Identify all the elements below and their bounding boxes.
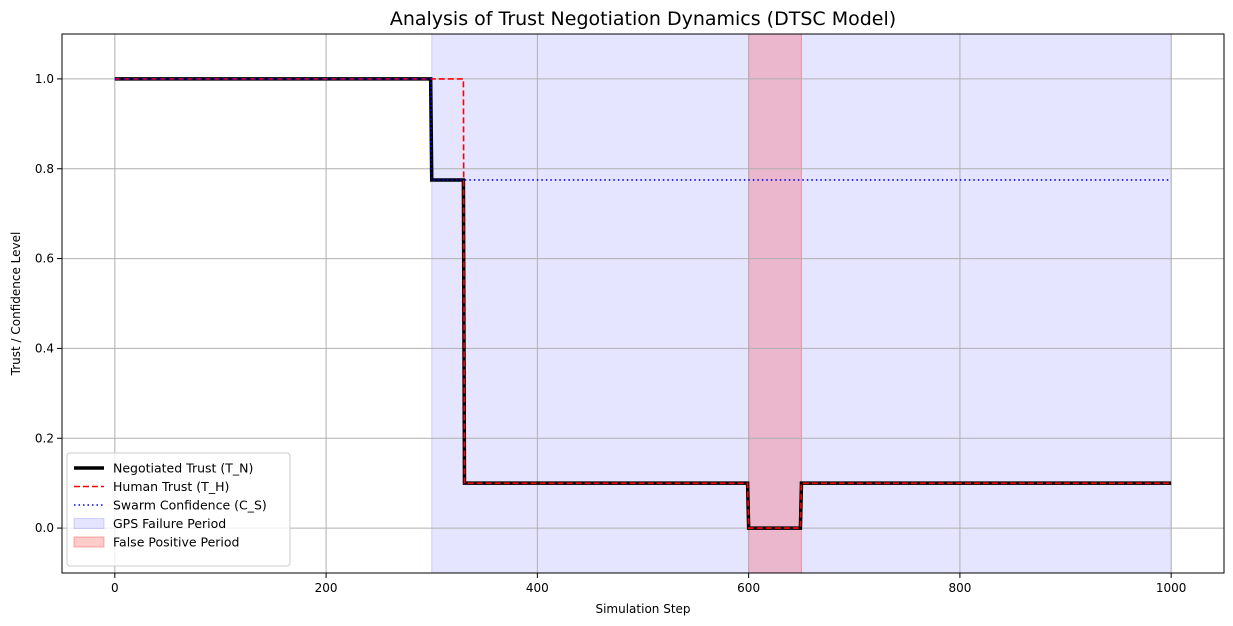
legend: Negotiated Trust (T_N) Human Trust (T_H) S…: [66, 452, 291, 567]
x-axis-label: Simulation Step: [595, 602, 690, 616]
legend-box: [66, 452, 291, 567]
y-tick-label: 0.2: [35, 431, 54, 445]
series-line-3: [114, 78, 1172, 181]
x-tick-label: 800: [948, 581, 971, 595]
x-axis-ticks: 0 200 400 600 800 1000: [111, 573, 1186, 595]
x-tick-label: 600: [737, 581, 760, 595]
x-tick-label: 1000: [1156, 581, 1187, 595]
chart-title: Analysis of Trust Negotiation Dynamics (…: [390, 8, 896, 30]
legend-entry-label: Swarm Confidence (C_S): [113, 498, 267, 513]
y-tick-label: 0.0: [35, 521, 54, 535]
y-tick-label: 1.0: [35, 72, 54, 86]
legend-swatch-patch: [73, 518, 105, 529]
plot-frame: [61, 33, 1225, 574]
legend-swatch-patch: [73, 536, 105, 548]
x-tick-label: 0: [111, 581, 119, 595]
legend-entry-label: GPS Failure Period: [113, 516, 226, 531]
legend-entry-label: Human Trust (T_H): [113, 479, 229, 494]
x-tick-label: 400: [526, 581, 549, 595]
legend-entry-label: Negotiated Trust (T_N): [113, 461, 253, 476]
y-axis-ticks: 0.0 0.2 0.4 0.6 0.8 1.0: [35, 72, 62, 535]
x-tick-label: 200: [315, 581, 338, 595]
series-lines: [114, 77, 1172, 530]
y-tick-label: 0.4: [35, 341, 54, 355]
shaded-region-1: [748, 33, 802, 574]
series-line-2: [114, 78, 1172, 529]
y-tick-label: 0.6: [35, 252, 54, 266]
y-tick-label: 0.8: [35, 162, 54, 176]
y-axis-label: Trust / Confidence Level: [9, 232, 23, 377]
legend-entry-label: False Positive Period: [113, 535, 240, 550]
